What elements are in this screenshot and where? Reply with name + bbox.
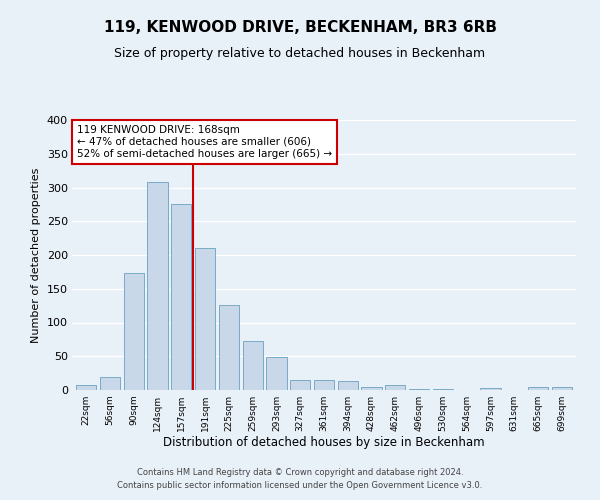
Text: 119 KENWOOD DRIVE: 168sqm
← 47% of detached houses are smaller (606)
52% of semi: 119 KENWOOD DRIVE: 168sqm ← 47% of detac… [77, 126, 332, 158]
Bar [551, 388, 572, 390]
Bar [148, 182, 167, 390]
Bar [528, 388, 548, 390]
Bar [124, 273, 144, 390]
Bar [219, 305, 239, 390]
Bar [100, 376, 120, 390]
Bar [76, 386, 97, 390]
Bar [361, 388, 382, 390]
Bar [314, 380, 334, 390]
Bar [290, 380, 310, 390]
Bar [266, 357, 287, 390]
Bar [409, 388, 429, 390]
Y-axis label: Number of detached properties: Number of detached properties [31, 168, 41, 342]
Bar [195, 248, 215, 390]
Text: Distribution of detached houses by size in Beckenham: Distribution of detached houses by size … [163, 436, 485, 449]
Bar [171, 204, 191, 390]
Text: Contains HM Land Registry data © Crown copyright and database right 2024.: Contains HM Land Registry data © Crown c… [137, 468, 463, 477]
Text: 119, KENWOOD DRIVE, BECKENHAM, BR3 6RB: 119, KENWOOD DRIVE, BECKENHAM, BR3 6RB [104, 20, 497, 35]
Bar [481, 388, 500, 390]
Bar [338, 381, 358, 390]
Bar [385, 386, 406, 390]
Text: Contains public sector information licensed under the Open Government Licence v3: Contains public sector information licen… [118, 480, 482, 490]
Bar [242, 342, 263, 390]
Text: Size of property relative to detached houses in Beckenham: Size of property relative to detached ho… [115, 48, 485, 60]
